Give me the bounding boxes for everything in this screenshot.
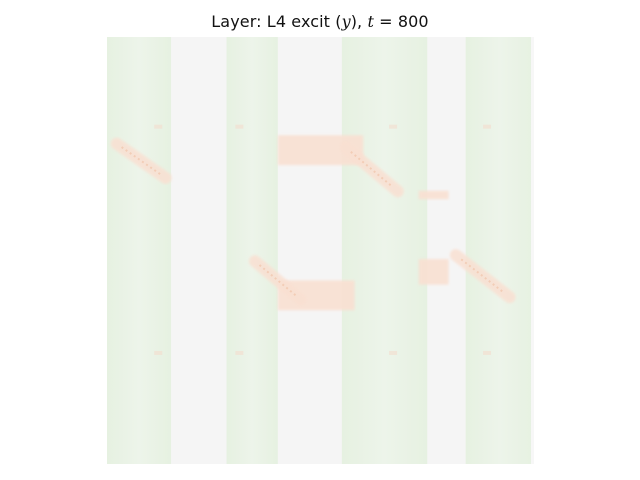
- green-band-1: [226, 37, 278, 464]
- title-var: y: [341, 12, 351, 31]
- speckle-2: [389, 124, 398, 129]
- orange-bar-2: [418, 190, 449, 200]
- title-tval: 800: [397, 12, 429, 31]
- speckle-1: [235, 124, 244, 129]
- heatmap-edge: [531, 37, 534, 464]
- orange-bar-3: [418, 259, 449, 285]
- orange-blob-0: [110, 137, 172, 184]
- speckle-7: [483, 350, 492, 355]
- speckle-0: [154, 124, 163, 129]
- title-prefix: Layer: L4 excit (: [211, 12, 342, 31]
- heatmap-layer: [107, 37, 534, 464]
- speckle-5: [235, 350, 244, 355]
- speckle-6: [389, 350, 398, 355]
- heatmap-background: [107, 37, 534, 464]
- chart-title: Layer: L4 excit (y), t = 800: [0, 12, 640, 31]
- green-band-3: [465, 37, 534, 464]
- orange-blob-2: [248, 255, 307, 306]
- title-mid: ),: [350, 12, 368, 31]
- speckle-4: [154, 350, 163, 355]
- orange-blob-speckle-3: [460, 258, 505, 294]
- orange-blob-speckle-1: [350, 151, 394, 188]
- title-tvar: t: [367, 12, 374, 31]
- green-band-2: [341, 37, 428, 464]
- green-band-0: [107, 37, 172, 464]
- speckle-3: [483, 124, 492, 129]
- title-eq: =: [373, 12, 398, 31]
